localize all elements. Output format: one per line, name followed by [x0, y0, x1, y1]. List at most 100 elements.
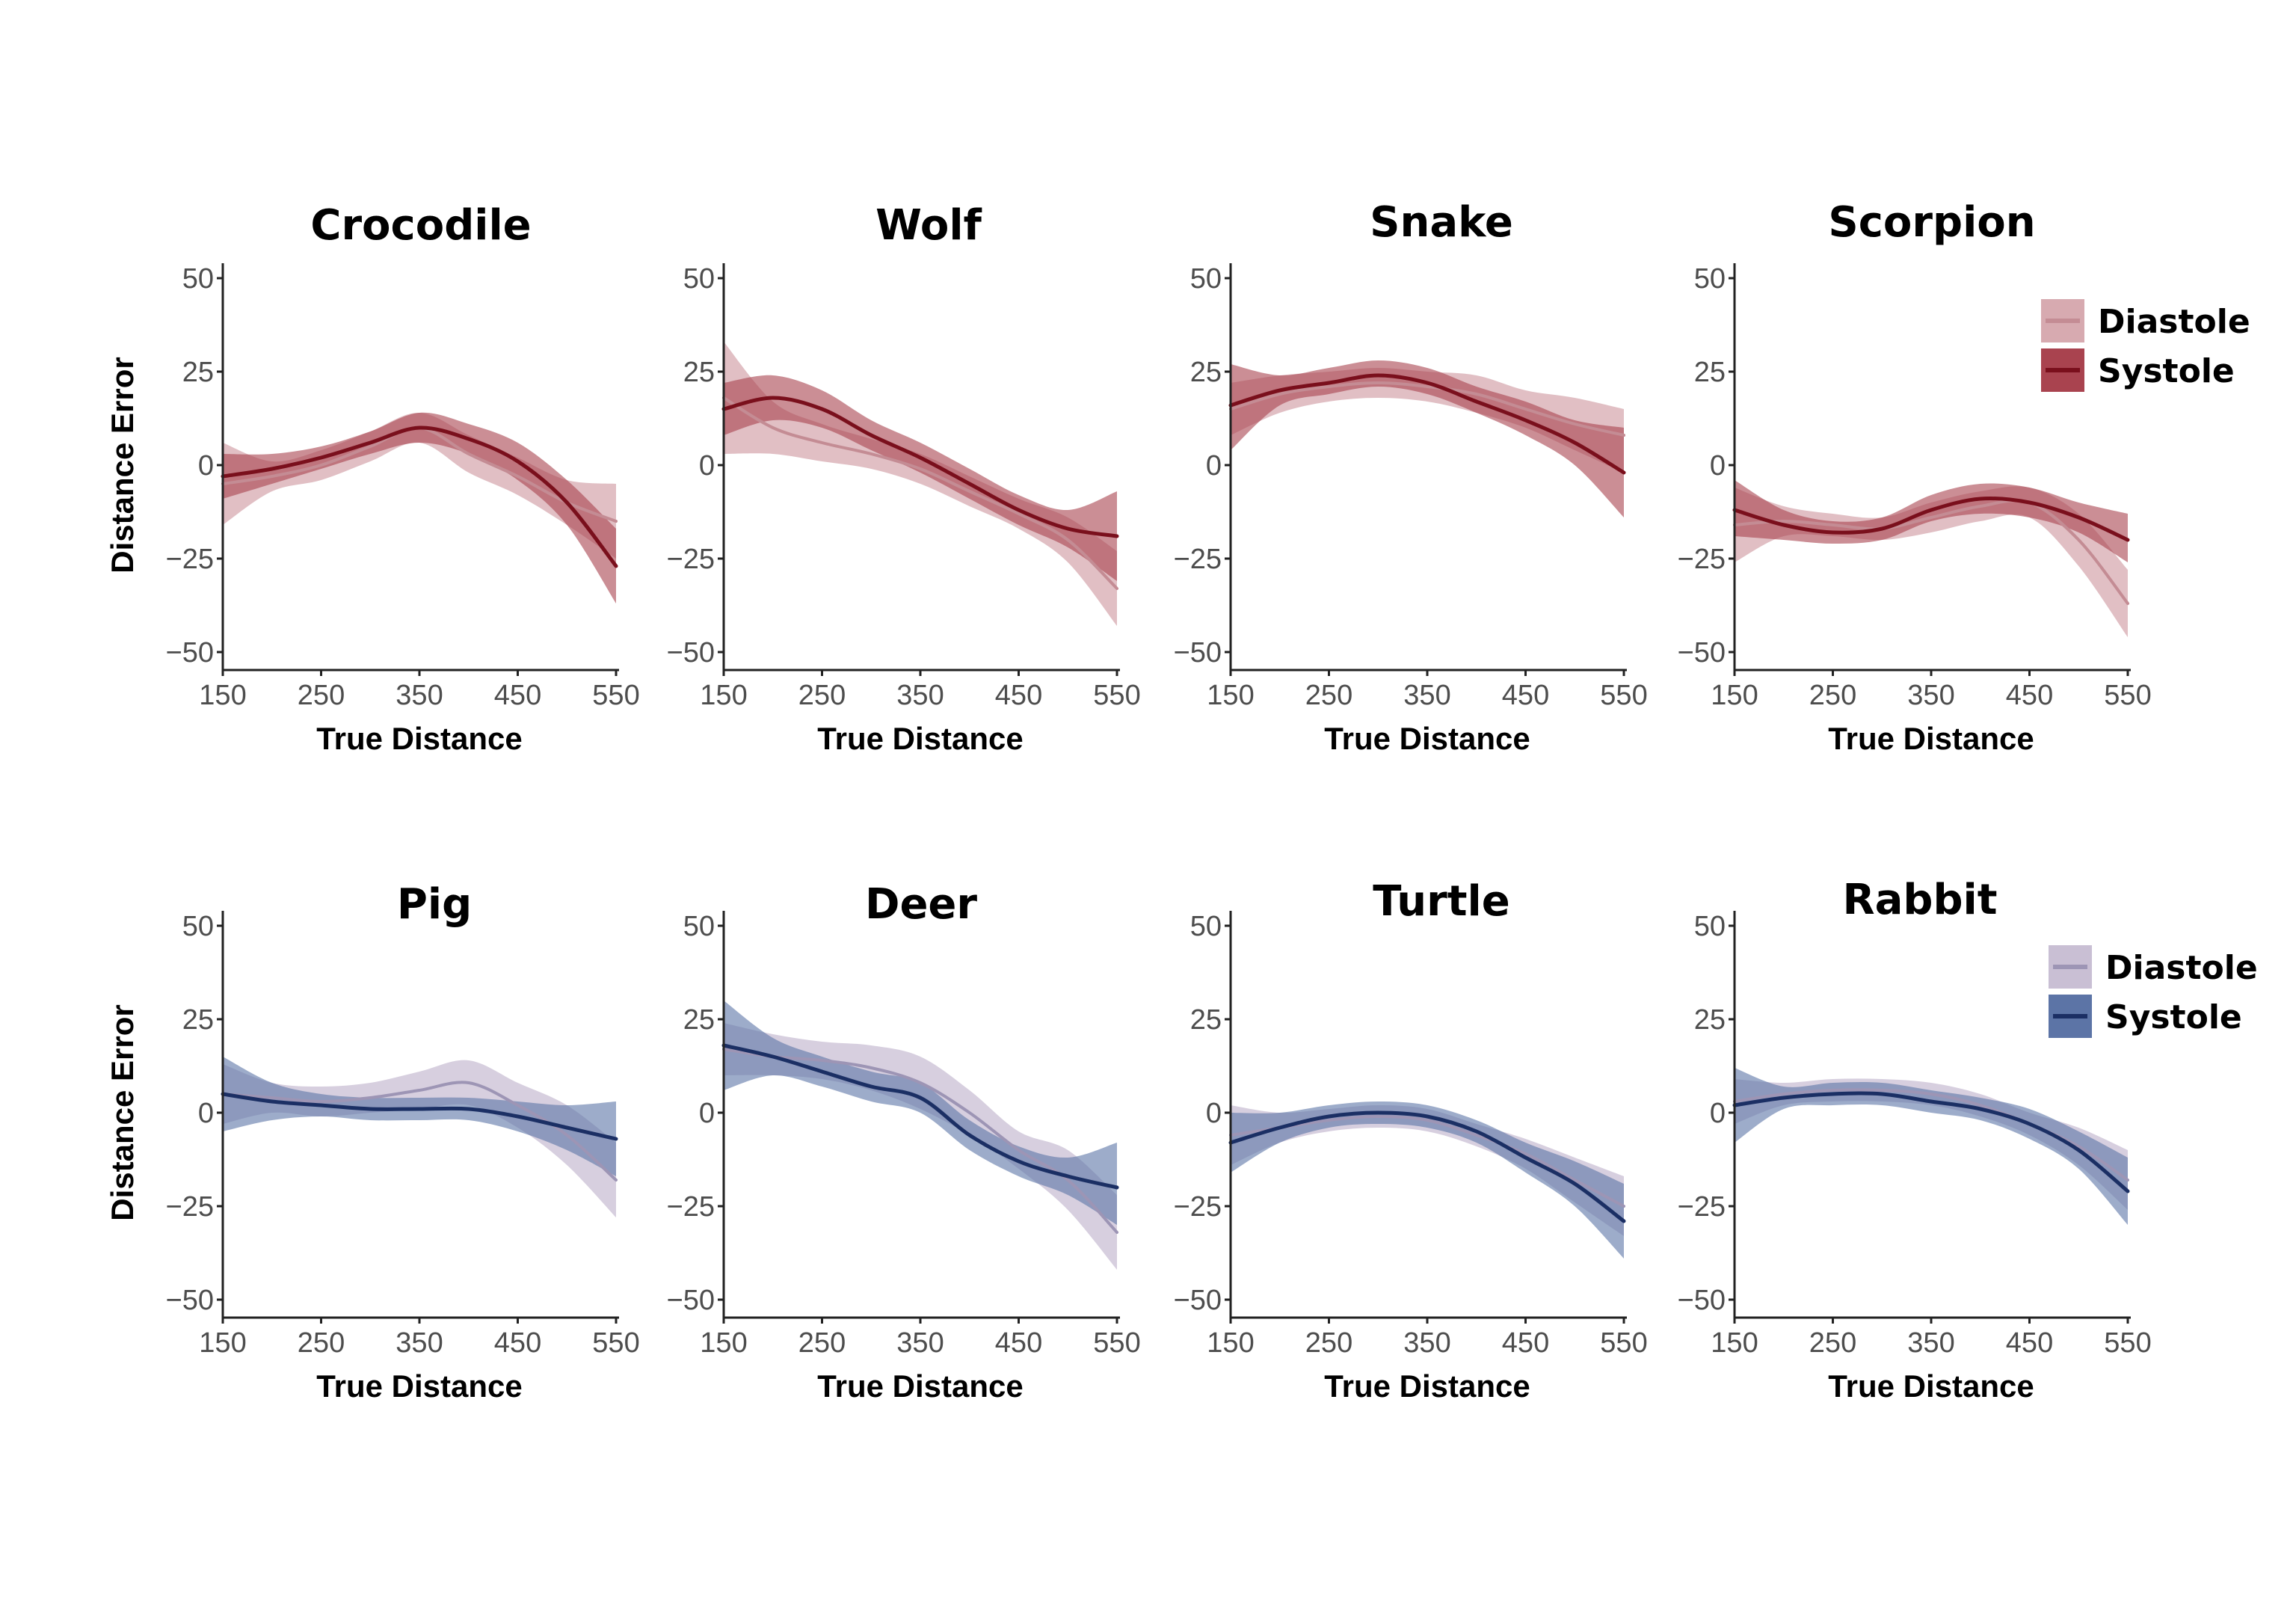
panel-title: Pig — [397, 880, 472, 929]
y-tick-label: −25 — [1174, 1191, 1222, 1223]
y-tick-label: −25 — [1678, 544, 1726, 575]
x-tick-label: 550 — [2104, 1327, 2151, 1359]
x-tick-label: 350 — [1403, 680, 1450, 711]
y-tick-label: −25 — [1678, 1191, 1726, 1223]
systole-ci-band — [223, 1057, 616, 1176]
y-tick-label: 25 — [1694, 357, 1726, 388]
y-tick-label: 25 — [683, 1004, 715, 1036]
x-tick-label: 150 — [199, 1327, 246, 1359]
y-tick-label: −25 — [667, 1191, 715, 1223]
systole-line — [1228, 373, 1626, 475]
x-tick-label: 150 — [1207, 680, 1254, 711]
y-tick-label: −25 — [166, 544, 214, 575]
legend-diastole-label: Diastole — [2098, 303, 2250, 341]
x-tick-label: 250 — [1305, 1327, 1352, 1359]
x-tick-label: 550 — [1093, 1327, 1140, 1359]
x-axis-title: True Distance — [1324, 1368, 1530, 1404]
x-tick-label: 550 — [1600, 680, 1647, 711]
x-tick-label: 350 — [1907, 680, 1954, 711]
panel-title: Rabbit — [1842, 876, 1997, 924]
y-tick-label: 50 — [683, 263, 715, 295]
diastole-line — [722, 396, 1118, 590]
x-tick-label: 250 — [298, 680, 345, 711]
y-tick-label: −50 — [1678, 1285, 1726, 1316]
y-tick-label: −25 — [166, 1191, 214, 1223]
x-tick-label: 350 — [396, 680, 443, 711]
x-tick-label: 350 — [396, 1327, 443, 1359]
y-tick-label: −50 — [166, 1285, 214, 1316]
panel-title: Crocodile — [310, 201, 531, 250]
x-tick-label: 550 — [592, 680, 639, 711]
x-tick-label: 350 — [896, 1327, 944, 1359]
x-tick-label: 350 — [1907, 1327, 1954, 1359]
x-tick-label: 350 — [896, 680, 944, 711]
x-axis-title: True Distance — [316, 721, 522, 756]
systole-ci-band — [223, 412, 616, 603]
x-tick-label: 450 — [995, 1327, 1042, 1359]
y-tick-label: −50 — [1678, 637, 1726, 669]
x-axis-title: True Distance — [1828, 721, 2034, 756]
systole-line — [1732, 1091, 2130, 1193]
y-tick-label: 50 — [182, 263, 214, 295]
panel-title: Wolf — [875, 201, 982, 250]
x-tick-label: 550 — [2104, 680, 2151, 711]
x-tick-label: 150 — [700, 680, 747, 711]
systole-ci-band — [1231, 360, 1624, 517]
x-tick-label: 550 — [592, 1327, 639, 1359]
x-axis-title: True Distance — [316, 1368, 522, 1404]
y-tick-label: 25 — [683, 357, 715, 388]
x-tick-label: 150 — [1711, 680, 1758, 711]
x-tick-label: 550 — [1600, 1327, 1647, 1359]
y-tick-label: 50 — [182, 911, 214, 942]
y-tick-label: 0 — [699, 450, 715, 482]
panel-title: Turtle — [1373, 877, 1509, 926]
y-tick-label: 50 — [683, 911, 715, 942]
diastole-ci-band — [724, 342, 1117, 626]
x-tick-label: 350 — [1403, 1327, 1450, 1359]
systole-line — [721, 396, 1119, 538]
x-tick-label: 250 — [798, 1327, 846, 1359]
x-tick-label: 450 — [1502, 1327, 1549, 1359]
y-tick-label: 25 — [182, 1004, 214, 1036]
y-tick-label: 25 — [182, 357, 214, 388]
x-tick-label: 250 — [798, 680, 846, 711]
legend-systole-label: Systole — [2098, 352, 2235, 390]
y-tick-label: 50 — [1694, 263, 1726, 295]
x-tick-label: 550 — [1093, 680, 1140, 711]
x-tick-label: 250 — [1809, 1327, 1856, 1359]
systole-line — [721, 1043, 1119, 1190]
y-tick-label: 25 — [1190, 1004, 1222, 1036]
diastole-line — [1229, 381, 1625, 437]
y-tick-label: −50 — [667, 637, 715, 669]
panel-title: Deer — [865, 880, 977, 929]
x-tick-label: 450 — [2006, 1327, 2053, 1359]
panel-title: Scorpion — [1828, 198, 2035, 247]
x-tick-label: 150 — [1711, 1327, 1758, 1359]
y-tick-label: 0 — [1206, 1098, 1222, 1129]
y-tick-label: 0 — [1710, 1098, 1726, 1129]
x-tick-label: 450 — [494, 680, 541, 711]
x-tick-label: 250 — [298, 1327, 345, 1359]
systole-ci-band — [1231, 1101, 1624, 1259]
x-tick-label: 450 — [1502, 680, 1549, 711]
systole-line — [221, 1092, 618, 1141]
systole-ci-band — [724, 1001, 1117, 1225]
panel-title: Snake — [1370, 198, 1513, 247]
systole-ci-band — [724, 375, 1117, 581]
y-tick-label: 0 — [699, 1098, 715, 1129]
y-tick-label: −25 — [667, 544, 715, 575]
diastole-line — [1733, 499, 2129, 605]
y-tick-label: 50 — [1694, 911, 1726, 942]
systole-line — [221, 425, 618, 568]
y-tick-label: 0 — [1710, 450, 1726, 482]
y-axis-title: Distance Error — [105, 357, 140, 573]
systole-line — [1228, 1110, 1626, 1223]
